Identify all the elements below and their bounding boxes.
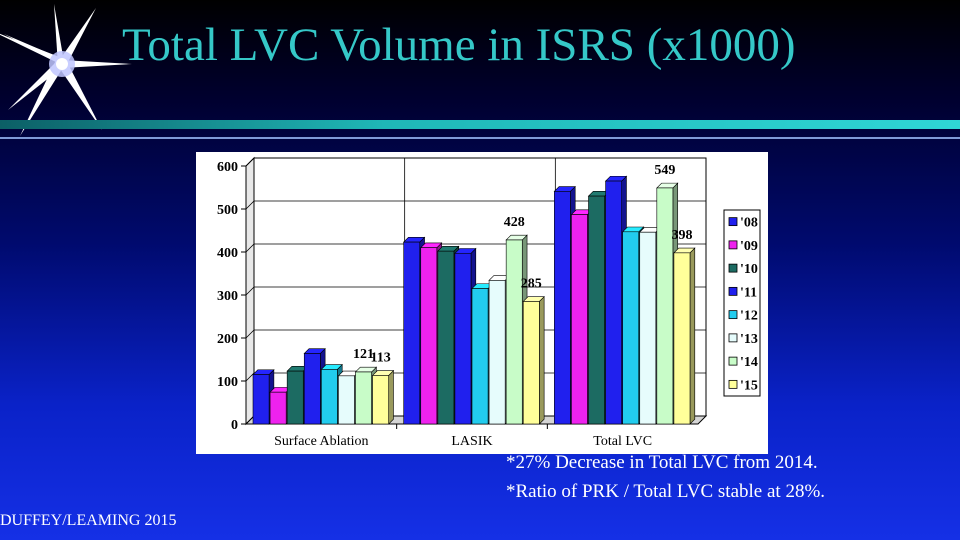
legend-label: '12: [740, 309, 758, 324]
data-label: 549: [654, 163, 675, 178]
legend-label: '13: [740, 332, 758, 347]
bar: [522, 301, 540, 425]
legend-label: '14: [740, 355, 758, 370]
bar: [622, 231, 640, 425]
bar: [437, 250, 455, 425]
bar: [403, 241, 421, 425]
bar: [454, 252, 472, 425]
legend-swatch: [728, 333, 738, 343]
x-category-label: Surface Ablation: [274, 434, 368, 449]
bar: [571, 214, 588, 425]
bar: [505, 239, 523, 425]
bar: [372, 375, 389, 425]
bar: [471, 288, 489, 425]
slide-title: Total LVC Volume in ISRS (x1000): [122, 19, 796, 71]
bar-side: [539, 295, 545, 425]
data-label: 428: [504, 215, 525, 230]
starburst-icon: [0, 4, 132, 136]
legend-swatch: [728, 263, 738, 273]
bar-side: [689, 247, 696, 425]
bar: [321, 369, 338, 425]
title-rule: [0, 120, 960, 129]
y-tick-label: 100: [217, 375, 238, 390]
y-tick-label: 200: [217, 332, 238, 347]
x-category-label: Total LVC: [593, 434, 652, 449]
legend-label: '10: [740, 262, 758, 277]
bar: [269, 391, 287, 425]
bar: [673, 252, 691, 425]
bar: [554, 191, 571, 425]
bar-chart: 0 100 200 300 400 500 600 Surface Ablation LASIK…: [196, 152, 768, 454]
y-tick-label: 600: [217, 160, 238, 175]
bar: [252, 374, 270, 425]
footnote-decrease: *27% Decrease in Total LVC from 2014.: [506, 452, 818, 473]
legend-swatch: [728, 310, 738, 320]
bar: [656, 187, 674, 425]
bar: [286, 370, 304, 425]
legend-label: '08: [740, 216, 758, 231]
bar: [303, 353, 321, 425]
footnote-ratio: *Ratio of PRK / Total LVC stable at 28%.: [506, 481, 826, 502]
bar: [355, 371, 372, 425]
legend-swatch: [728, 286, 738, 296]
legend-swatch: [728, 240, 738, 250]
footnotes: *27% Decrease in Total LVC from 2014. *R…: [506, 448, 825, 506]
y-tick-label: 0: [231, 418, 238, 433]
author-credit: DUFFEY/LEAMING 2015: [0, 512, 177, 529]
legend-label: '15: [740, 378, 758, 393]
bar: [488, 280, 506, 425]
legend-swatch: [728, 356, 738, 366]
data-label: 285: [521, 276, 542, 291]
bar: [588, 195, 605, 425]
bar: [420, 247, 438, 425]
chart-container: 0 100 200 300 400 500 600 Surface Ablation LASIK…: [196, 152, 768, 454]
data-label: 113: [371, 350, 391, 365]
y-tick-label: 400: [217, 246, 238, 261]
legend-swatch: [728, 217, 738, 227]
legend-swatch: [728, 379, 738, 389]
bar: [639, 231, 657, 425]
x-category-label: LASIK: [451, 434, 492, 449]
title-rule-thin: [0, 137, 960, 139]
bar: [605, 180, 622, 425]
y-tick-label: 300: [217, 289, 238, 304]
y-tick-label: 500: [217, 203, 238, 218]
data-label: 121: [353, 347, 374, 362]
bar: [338, 375, 355, 425]
legend-label: '09: [740, 239, 758, 254]
legend-label: '11: [740, 285, 757, 300]
bar-side: [388, 369, 394, 425]
data-label: 398: [671, 228, 692, 243]
